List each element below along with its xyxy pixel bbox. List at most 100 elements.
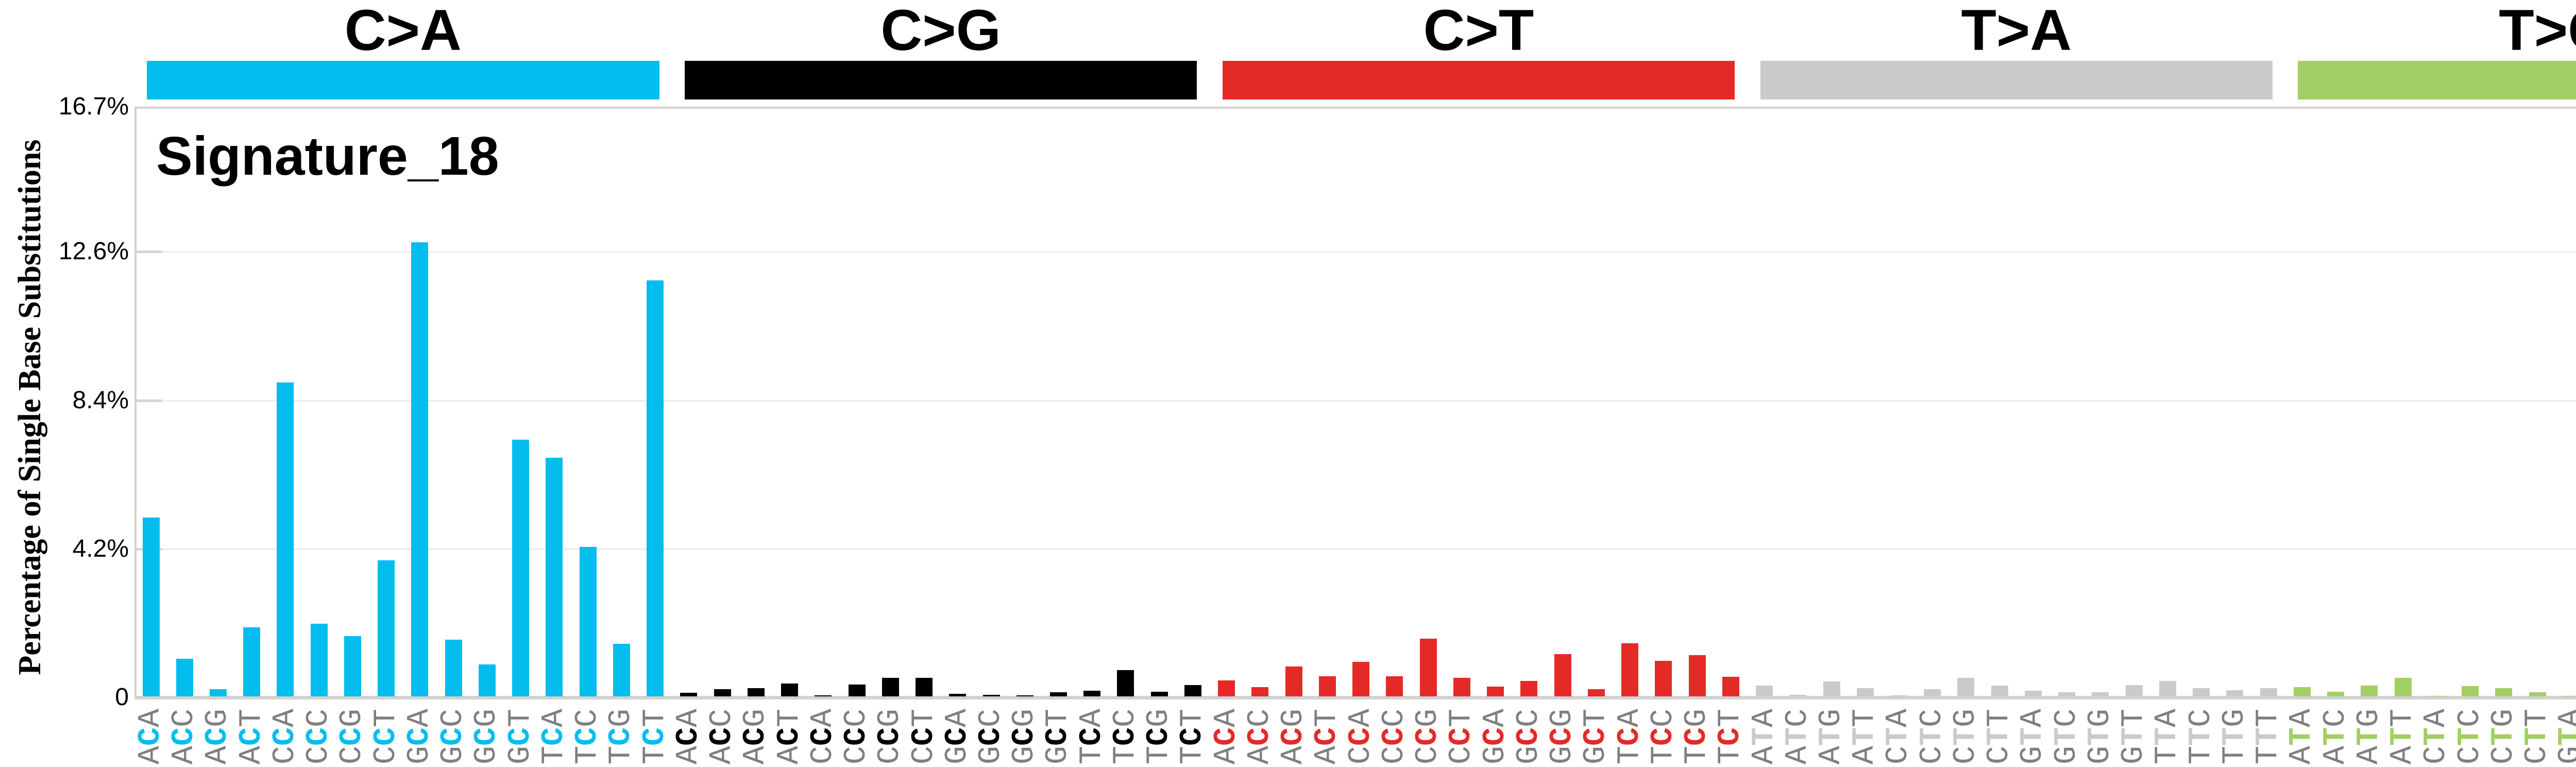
x-label-C>G-CCT: CCT [906,703,942,766]
x-label-flank-letter: A [1881,708,1917,727]
x-label-mutated-letter: C [1511,727,1547,746]
x-label-mutated-letter: C [1343,727,1379,746]
x-label-flank-letter: A [133,708,168,727]
x-label-flank-letter: C [2049,708,2084,727]
x-label-flank-letter: T [1579,708,1614,727]
x-label-flank-letter: C [2486,745,2521,764]
x-label-flank-letter: C [167,708,202,727]
x-label-flank-letter: G [1041,745,1076,764]
x-label-flank-letter: A [1478,708,1513,727]
x-label-flank-letter: T [1713,745,1749,764]
x-label-flank-letter: G [402,745,437,764]
x-label-T>A-ATG: ATG [1814,703,1849,766]
x-label-flank-letter: G [1814,708,1849,727]
x-label-flank-letter: G [604,708,639,727]
x-label-mutated-letter: C [637,727,673,746]
x-label-C>A-GCT: GCT [503,703,538,766]
x-label-T>A-CTG: CTG [1948,703,1984,766]
bar-C>T-ACA [1218,680,1235,696]
x-label-flank-letter: A [1747,745,1782,764]
x-label-mutated-letter: C [1276,727,1312,746]
bar-T>A-GTC [2058,692,2076,696]
x-label-C>G-ACG: ACG [738,703,774,766]
bar-T>A-CTC [1924,689,1941,696]
x-label-flank-letter: C [1511,708,1547,727]
x-label-flank-letter: A [1747,708,1782,727]
bar-T>A-ATC [1789,695,1807,696]
x-label-flank-letter: G [2015,745,2051,764]
x-label-mutated-letter: C [1242,727,1278,746]
x-label-mutated-letter: T [1747,727,1782,746]
x-label-flank-letter: G [2351,708,2387,727]
x-label-C>G-ACA: ACA [671,703,706,766]
x-axis-baseline [134,696,2576,699]
x-label-flank-letter: A [536,708,572,727]
bar-C>T-TCC [1655,661,1672,696]
x-label-mutated-letter: T [2217,727,2252,746]
x-label-mutated-letter: C [301,727,337,746]
bar-T>C-ATA [2293,687,2311,696]
x-label-flank-letter: A [133,745,168,764]
x-label-mutated-letter: C [1579,727,1614,746]
x-label-flank-letter: G [2217,708,2252,727]
x-label-mutated-letter: T [1948,727,1984,746]
x-label-C>T-GCA: GCA [1478,703,1513,766]
x-label-flank-letter: C [2520,745,2555,764]
x-label-flank-letter: T [906,708,942,727]
x-label-mutated-letter: C [570,727,606,746]
x-label-C>T-GCC: GCC [1511,703,1547,766]
x-label-flank-letter: T [536,745,572,764]
x-label-flank-letter: A [940,708,975,727]
x-label-flank-letter: A [738,745,774,764]
x-label-C>T-TCG: TCG [1680,703,1715,766]
x-label-mutated-letter: T [2183,727,2219,746]
x-label-flank-letter: A [1612,708,1648,727]
bar-C>A-TCT [647,280,664,696]
x-label-flank-letter: C [1914,708,1950,727]
x-label-C>T-ACA: ACA [1209,703,1244,766]
x-label-C>A-GCA: GCA [402,703,437,766]
x-label-mutated-letter: T [1848,727,1883,746]
bar-C>T-CCG [1419,639,1437,696]
x-label-mutated-letter: T [1914,727,1950,746]
x-label-mutated-letter: C [436,727,471,746]
x-label-C>A-CCA: CCA [268,703,303,766]
bar-C>A-ACT [243,627,261,696]
x-label-flank-letter: A [402,708,437,727]
x-label-flank-letter: T [368,708,404,727]
x-label-flank-letter: G [1511,745,1547,764]
bar-C>G-ACT [781,683,799,696]
x-label-mutated-letter: C [1007,727,1043,746]
x-label-flank-letter: G [1411,708,1446,727]
x-label-flank-letter: G [1007,708,1043,727]
x-label-flank-letter: A [234,745,269,764]
bar-T>A-GTG [2092,692,2109,696]
x-label-flank-letter: G [2082,708,2118,727]
x-label-mutated-letter: C [1646,727,1681,746]
x-label-mutated-letter: T [2150,727,2185,746]
x-label-C>G-TCC: TCC [1108,703,1143,766]
x-label-flank-letter: C [1377,745,1412,764]
x-label-C>A-CCC: CCC [301,703,337,766]
x-label-mutated-letter: C [167,727,202,746]
bar-C>T-GCA [1487,687,1504,696]
x-label-T>C-ATG: ATG [2351,703,2387,766]
x-label-mutated-letter: C [1041,727,1076,746]
bar-C>A-GCG [478,664,496,696]
x-label-T>A-GTA: GTA [2015,703,2051,766]
x-label-mutated-letter: C [604,727,639,746]
bar-C>A-GCC [445,640,462,696]
category-strip-C>A [147,61,659,99]
x-label-T>C-CTA: CTA [2419,703,2454,766]
x-label-mutated-letter: C [1209,727,1244,746]
x-label-C>A-TCG: TCG [604,703,639,766]
x-label-flank-letter: G [1478,745,1513,764]
category-strip-C>G [684,61,1197,99]
x-label-C>A-ACG: ACG [200,703,235,766]
x-label-mutated-letter: T [2452,727,2488,746]
x-label-C>T-ACG: ACG [1276,703,1312,766]
x-label-flank-letter: T [2385,708,2421,727]
bar-C>A-CCA [277,382,294,696]
bar-C>G-CCC [848,685,866,696]
bar-C>G-TCG [1150,692,1168,696]
